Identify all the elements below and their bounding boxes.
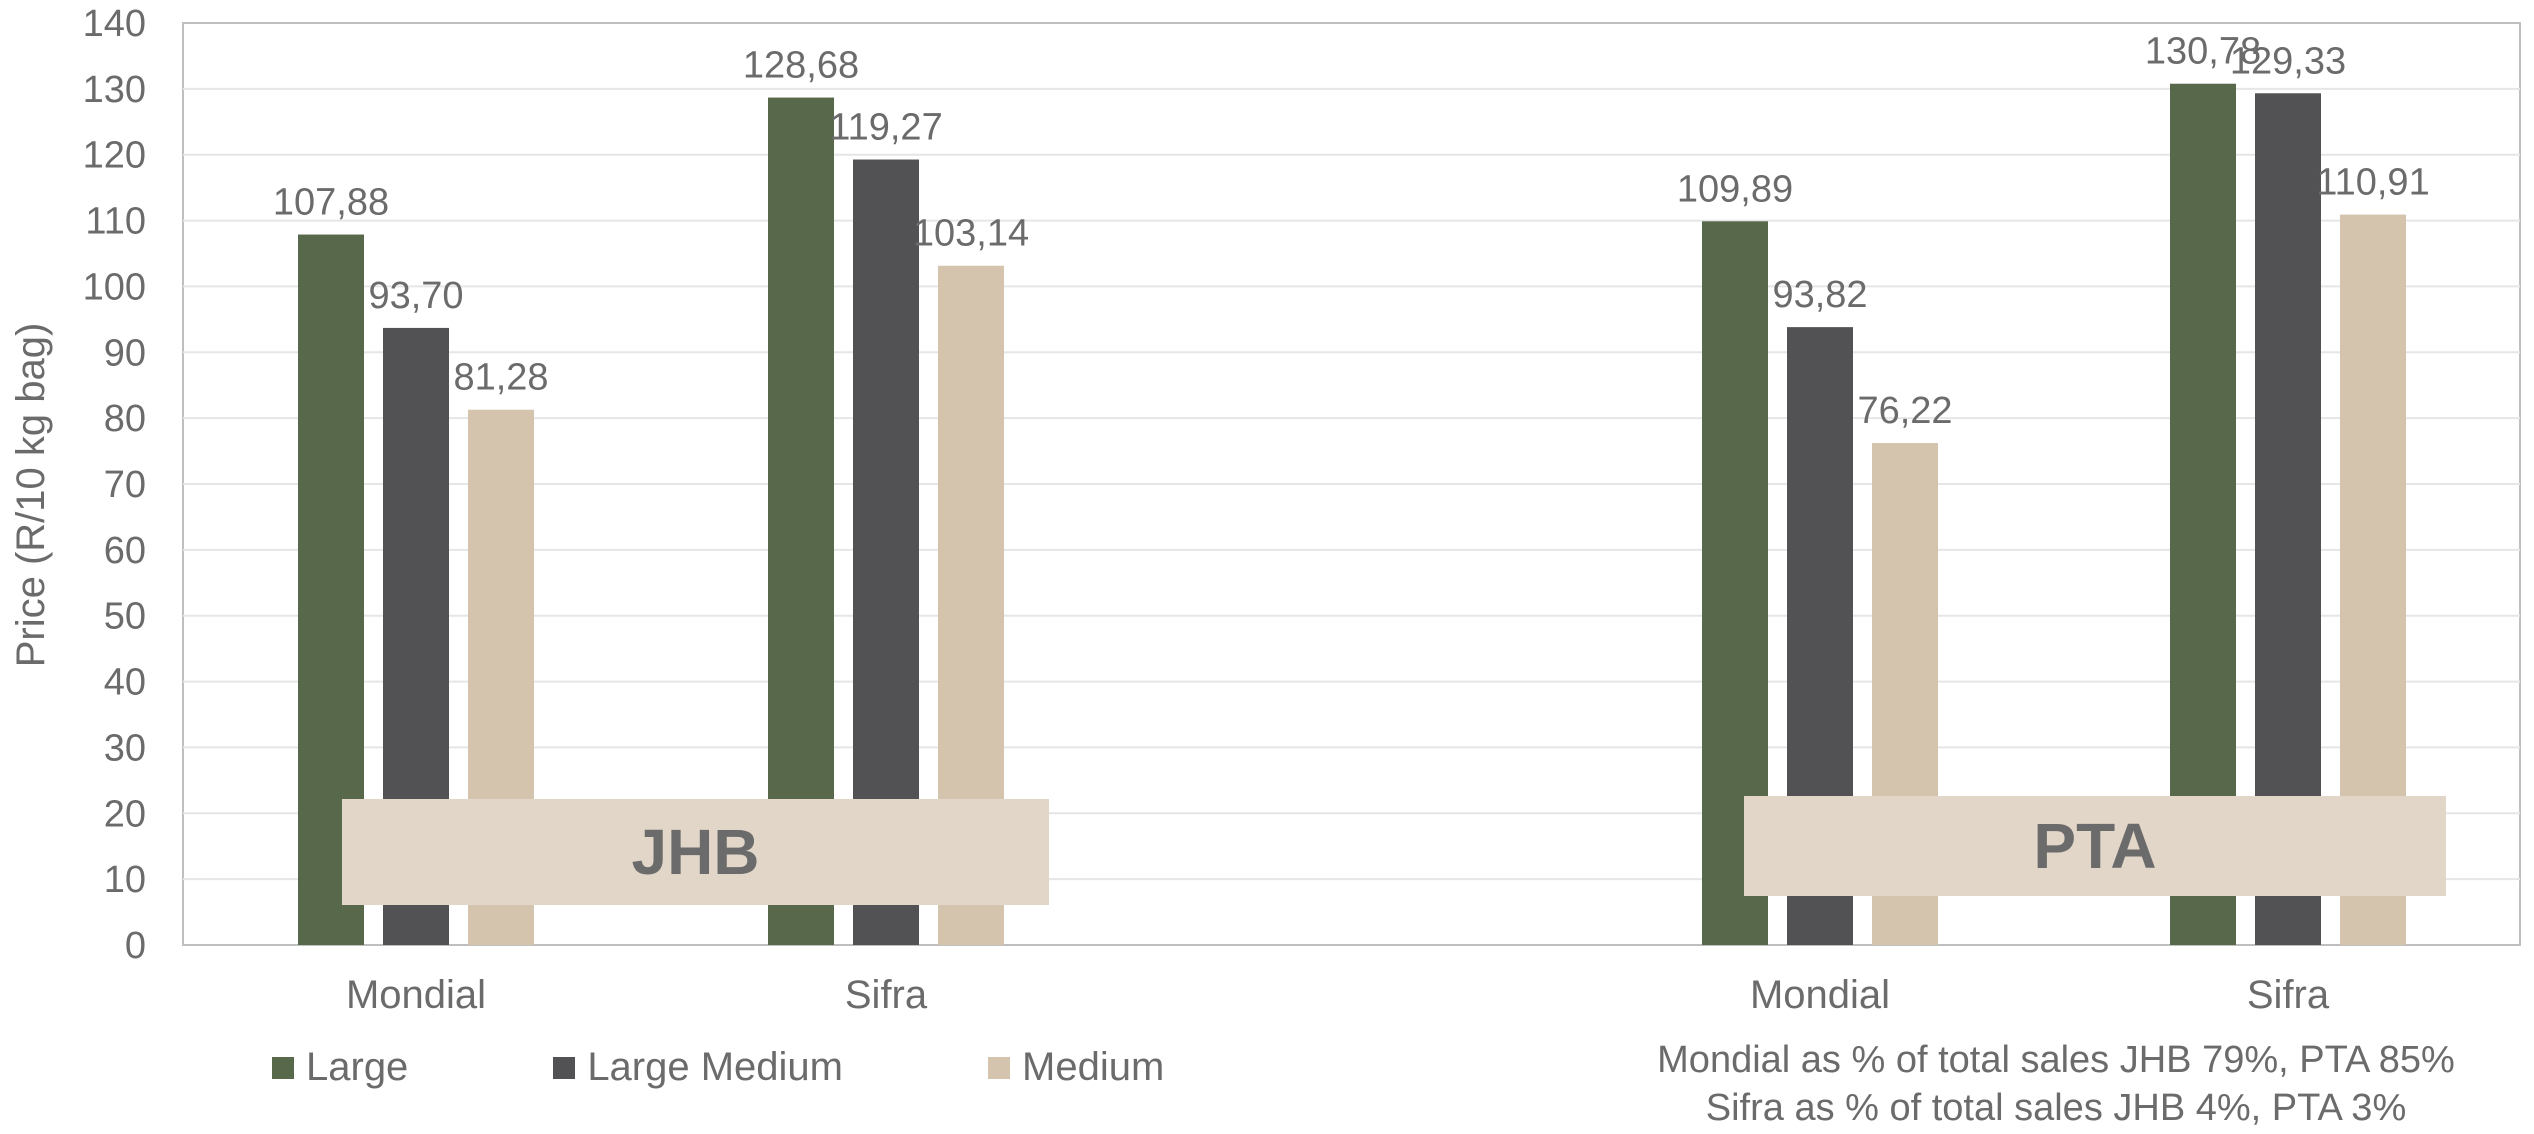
legend-item-large: Large: [272, 1045, 408, 1090]
y-tick-label: 20: [104, 793, 146, 835]
data-label: 103,14: [913, 213, 1029, 255]
y-tick-label: 140: [83, 3, 146, 45]
data-label: 81,28: [453, 357, 548, 399]
note-line-mondial: Mondial as % of total sales JHB 79%, PTA…: [1657, 1039, 2455, 1081]
sales-share-note: Mondial as % of total sales JHB 79%, PTA…: [1586, 1036, 2526, 1132]
market-banner-jhb: [342, 799, 1049, 905]
y-tick-label: 120: [83, 135, 146, 177]
y-tick-label: 110: [85, 201, 146, 243]
legend-label-medium: Medium: [1022, 1045, 1165, 1089]
data-label: 93,82: [1772, 274, 1867, 316]
legend-label-large: Large: [306, 1045, 409, 1089]
data-label: 76,22: [1857, 390, 1952, 432]
y-tick-label: 50: [104, 596, 146, 638]
data-label: 119,27: [829, 107, 942, 149]
y-tick-label: 100: [83, 266, 146, 308]
y-axis-label: Price (R/10 kg bag): [9, 323, 53, 668]
market-banners: JHB PTA: [342, 796, 2446, 905]
data-label: 93,70: [368, 275, 463, 317]
y-tick-label: 130: [83, 69, 146, 111]
legend-swatch-medium: [988, 1056, 1010, 1079]
market-banner-label: JHB: [631, 816, 759, 888]
y-tick-label: 0: [125, 925, 146, 967]
gridlines: [182, 22, 2521, 946]
legend-swatch-large: [272, 1056, 294, 1079]
y-tick-label: 10: [104, 859, 146, 901]
note-line-sifra: Sifra as % of total sales JHB 4%, PTA 3%: [1705, 1087, 2407, 1129]
y-tick-label: 90: [104, 332, 146, 374]
market-banner-pta: [1744, 796, 2446, 896]
data-label: 128,68: [743, 45, 859, 87]
data-label: 109,89: [1677, 168, 1793, 210]
y-tick-label: 30: [104, 727, 146, 769]
data-label: 110,91: [2316, 162, 2429, 204]
y-tick-label: 70: [104, 464, 146, 506]
legend-label-large-medium: Large Medium: [587, 1045, 843, 1089]
market-banner-label: PTA: [2033, 810, 2156, 882]
legend-item-medium: Medium: [988, 1045, 1164, 1090]
data-label: 130,78: [2145, 31, 2261, 73]
y-tick-label: 80: [104, 398, 146, 440]
data-label: 107,88: [273, 182, 389, 224]
x-tick-label: Mondial: [346, 973, 486, 1017]
x-tick-label: Sifra: [2247, 973, 2330, 1017]
y-tick-label: 40: [104, 662, 146, 704]
y-axis-ticks: 0 10 20 30 40 50 60 70 80 90 100 110 120 130 140: [83, 3, 146, 967]
data-label: 129,33: [2230, 40, 2346, 82]
y-tick-label: 60: [104, 530, 146, 572]
legend-item-large-medium: Large Medium: [553, 1045, 843, 1090]
x-tick-label: Sifra: [845, 973, 928, 1017]
legend: Large Large Medium Medium: [272, 1045, 1309, 1090]
x-tick-label: Mondial: [1750, 973, 1890, 1017]
bars: [298, 83, 2406, 946]
data-labels: 107,88 93,70 81,28 128,68 119,27 103,14 109,89…: [273, 31, 2430, 432]
x-axis-ticks: Mondial Sifra Mondial Sifra: [346, 973, 2330, 1017]
legend-swatch-large-medium: [553, 1056, 576, 1079]
